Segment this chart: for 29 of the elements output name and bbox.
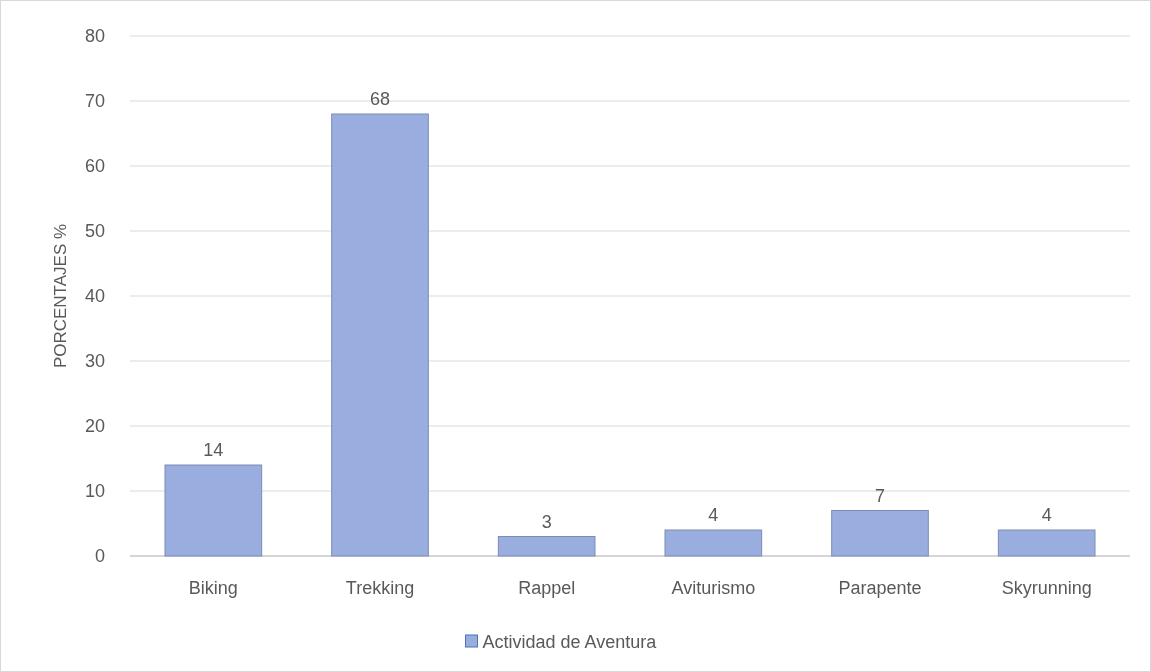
x-tick-label: Skyrunning	[1001, 578, 1092, 598]
y-tick-label: 60	[84, 156, 105, 177]
x-tick-label: Rappel	[518, 578, 576, 598]
x-tick-label: Aviturismo	[671, 578, 756, 598]
y-tick-label: 80	[84, 26, 105, 47]
data-label: 7	[874, 485, 886, 506]
y-tick-label: 50	[84, 221, 105, 242]
y-tick-label: 70	[84, 91, 105, 112]
x-tick-label: Biking	[188, 578, 238, 598]
data-label: 4	[1041, 505, 1052, 525]
y-tick-label: 40	[84, 286, 105, 307]
data-label: 68	[369, 89, 391, 109]
x-tick-label: Parapente	[838, 578, 922, 598]
bar	[831, 510, 929, 557]
bar	[164, 464, 263, 557]
y-tick-label: 0	[94, 546, 105, 567]
bar	[331, 113, 429, 557]
legend-label: Actividad de Aventura	[482, 632, 658, 653]
bar	[997, 529, 1096, 557]
data-label: 3	[541, 511, 552, 532]
y-tick-label: 20	[84, 416, 105, 437]
bar	[664, 529, 763, 557]
data-label: 14	[203, 440, 224, 460]
y-tick-label: 30	[84, 351, 105, 372]
y-tick-label: 10	[84, 481, 105, 502]
data-label: 4	[708, 505, 719, 525]
y-axis-title: PORCENTAJES %	[51, 223, 70, 369]
x-tick-label: Trekking	[345, 578, 415, 598]
bar	[497, 536, 596, 557]
